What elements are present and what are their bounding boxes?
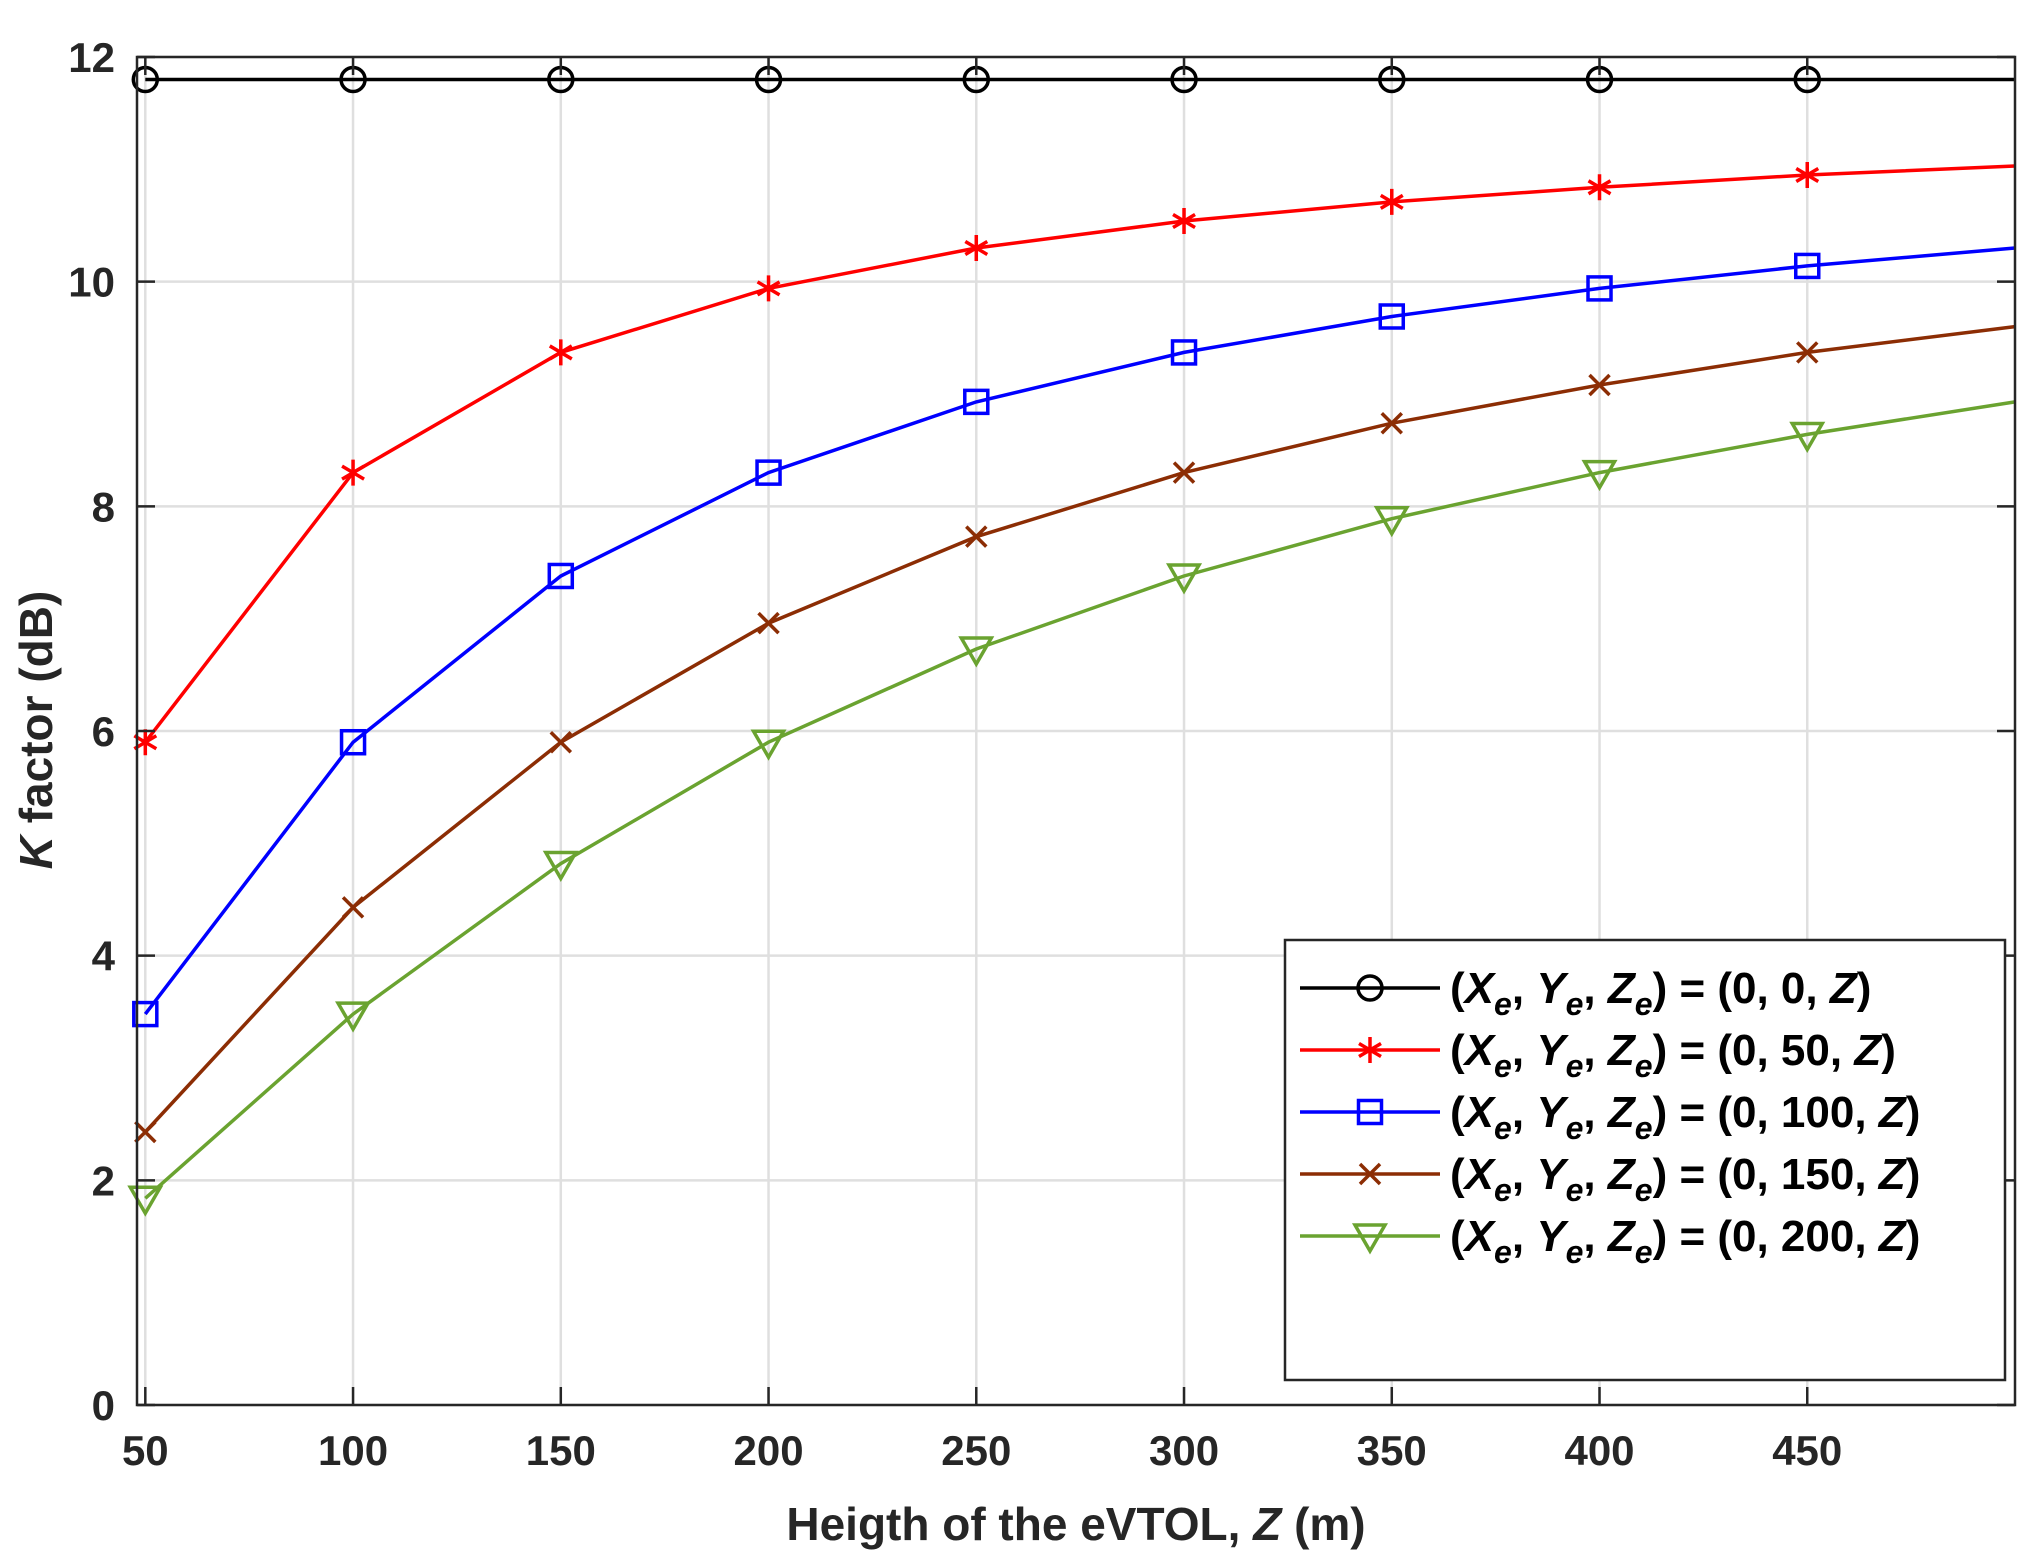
series-line: [143, 246, 2016, 1016]
series-2: [132, 246, 2016, 1028]
legend-marker: [1351, 1223, 1389, 1255]
y-axis-label-var: K: [10, 833, 62, 869]
data-point: [1588, 373, 1611, 397]
data-point: [1373, 505, 1410, 538]
y-tick-label: 0: [92, 1382, 115, 1429]
legend-entries: (Xe, Ye, Ze) = (0, 0, Z)(Xe, Ye, Ze) = (…: [1300, 964, 1920, 1270]
legend-entry: (Xe, Ye, Ze) = (0, 0, Z): [1300, 964, 1871, 1022]
legend-marker: [1358, 1162, 1382, 1186]
y-tick-label: 4: [92, 933, 116, 980]
data-point: [755, 459, 782, 486]
x-tick-label: 250: [941, 1427, 1011, 1474]
y-tick-label: 6: [92, 708, 115, 755]
data-point: [335, 1001, 372, 1033]
data-point: [750, 729, 787, 761]
data-point: [1379, 188, 1404, 215]
x-tick-label: 50: [122, 1427, 169, 1474]
legend-entry: (Xe, Ye, Ze) = (0, 200, Z): [1300, 1212, 1920, 1270]
x-tick-label: 200: [734, 1427, 804, 1474]
data-point: [548, 339, 573, 366]
y-tick-label: 12: [68, 34, 115, 81]
data-point: [965, 525, 988, 548]
data-point: [134, 1120, 157, 1144]
data-point: [1172, 461, 1196, 484]
legend-entry: (Xe, Ye, Ze) = (0, 50, Z): [1300, 1026, 1896, 1084]
y-tick-label: 10: [68, 259, 115, 306]
data-point: [1378, 303, 1406, 330]
data-point: [1789, 421, 1826, 453]
data-point: [339, 728, 367, 756]
data-point: [757, 611, 780, 635]
data-point: [1581, 459, 1618, 492]
legend-marker: [1356, 1098, 1384, 1126]
data-point: [964, 234, 989, 261]
data-point: [1794, 252, 1821, 280]
data-point: [549, 730, 573, 754]
legend-entry: (Xe, Ye, Ze) = (0, 100, Z): [1300, 1088, 1920, 1146]
data-point: [341, 896, 365, 919]
y-tick-label: 8: [92, 483, 115, 530]
data-point: [1166, 563, 1203, 595]
x-tick-label: 100: [318, 1427, 388, 1474]
legend-marker: [1358, 1037, 1382, 1063]
legend-label: (Xe, Ye, Ze) = (0, 150, Z): [1450, 1150, 1920, 1208]
data-point: [1586, 275, 1613, 302]
data-point: [1380, 411, 1404, 435]
x-tick-label: 400: [1564, 1427, 1634, 1474]
data-point: [341, 459, 365, 486]
data-point: [132, 1000, 159, 1028]
x-tick-label: 350: [1357, 1427, 1427, 1474]
data-point: [542, 850, 579, 883]
series-line: [143, 164, 2016, 744]
legend-label: (Xe, Ye, Ze) = (0, 100, Z): [1450, 1088, 1920, 1146]
legend-marker: [1356, 974, 1384, 1002]
x-tick-label: 300: [1149, 1427, 1219, 1474]
data-point: [1172, 208, 1196, 235]
axis-ticks: 50 100 150 200 250 300 350 400 450 0 2 4 6 8 10 12: [68, 34, 2015, 1474]
x-tick-label: 450: [1772, 1427, 1842, 1474]
data-point: [958, 636, 995, 668]
x-tick-label: 150: [526, 1427, 596, 1474]
data-point: [547, 562, 575, 590]
legend: (Xe, Ye, Ze) = (0, 0, Z)(Xe, Ye, Ze) = (…: [1283, 938, 2007, 1382]
series-3: [134, 324, 2016, 1144]
series-line: [144, 324, 2016, 1134]
series-line: [144, 400, 2016, 1200]
x-axis-label: Heigth of the eVTOL, Z (m): [786, 1498, 1365, 1550]
x-axis-label-var: Z: [1251, 1498, 1283, 1550]
series-4: [127, 400, 2016, 1217]
x-axis-label-suffix: (m): [1281, 1498, 1365, 1550]
legend-label: (Xe, Ye, Ze) = (0, 50, Z): [1450, 1026, 1896, 1084]
legend-entry: (Xe, Ye, Ze) = (0, 150, Z): [1300, 1150, 1920, 1208]
data-point: [1587, 174, 1612, 201]
y-tick-label: 2: [92, 1157, 115, 1204]
data-point: [756, 275, 781, 302]
data-point: [1170, 339, 1198, 366]
data-point: [1796, 341, 1819, 364]
series-lines: [127, 65, 2016, 1217]
x-axis-label-prefix: Heigth of the eVTOL,: [786, 1498, 1253, 1550]
y-axis-label-suffix: factor (dB): [10, 591, 62, 836]
data-point: [1795, 161, 1820, 188]
data-point: [963, 388, 990, 416]
series-1: [133, 161, 2016, 756]
y-axis-label: K factor (dB): [10, 591, 62, 870]
legend-box: [1283, 938, 2007, 1382]
legend-label: (Xe, Ye, Ze) = (0, 200, Z): [1450, 1212, 1920, 1270]
legend-label: (Xe, Ye, Ze) = (0, 0, Z): [1450, 964, 1871, 1022]
